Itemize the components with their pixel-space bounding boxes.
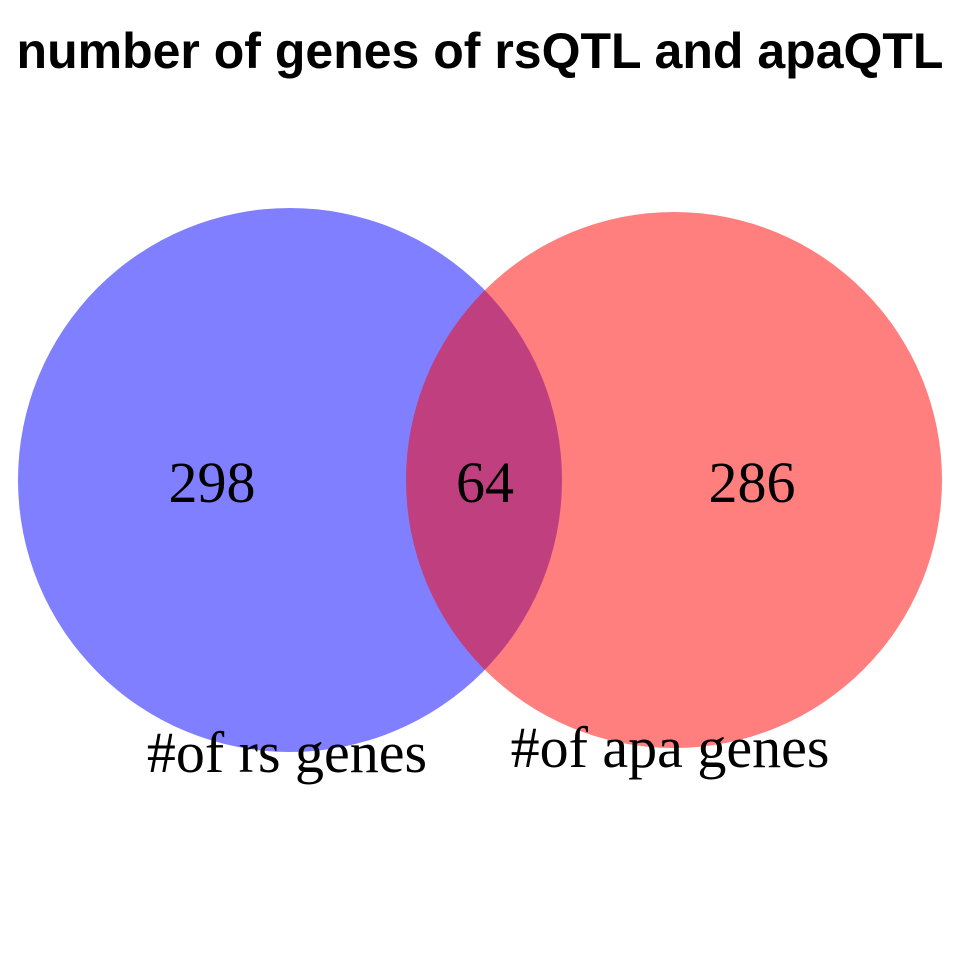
rs-genes-circle [18, 208, 562, 752]
shared-count: 64 [456, 450, 514, 515]
apa-only-count: 286 [709, 450, 796, 515]
apa-genes-circle [406, 212, 942, 748]
rs-only-count: 298 [169, 450, 256, 515]
apa-genes-label: #of apa genes [511, 715, 830, 780]
rs-genes-label: #of rs genes [147, 720, 427, 785]
diagram-title: number of genes of rsQTL and apaQTL [16, 23, 944, 79]
